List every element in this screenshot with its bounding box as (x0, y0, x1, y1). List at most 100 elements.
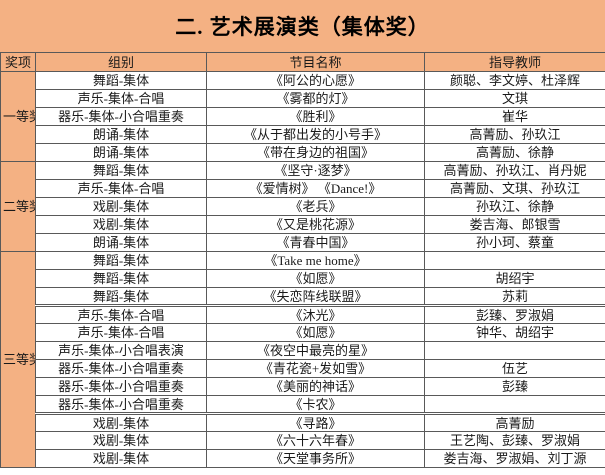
group-cell: 舞蹈-集体 (35, 251, 207, 270)
table-row: 戏剧-集体 《寻路》 高菁励 (1, 413, 605, 432)
table-row: 器乐-集体-小合唱重奏 《青花瓷+发如雪》 伍艺 (1, 359, 605, 378)
table-row: 舞蹈-集体 《如愿》 胡绍宇 (1, 269, 605, 288)
teachers-cell: 娄吉海、罗淑娟、刘丁源 (424, 449, 605, 468)
teachers-cell: 高菁励、孙玖江、肖丹妮 (424, 161, 605, 180)
program-cell: 《胜利》 (206, 107, 425, 126)
table-row: 声乐-集体-合唱 《爱情树》 《Dance!》 高菁励、文琪、孙玖江 (1, 179, 605, 198)
program-cell: 《天堂事务所》 (206, 449, 425, 468)
program-cell: 《带在身边的祖国》 (206, 143, 425, 162)
award-cell-second-prize: 二等奖 (0, 161, 36, 252)
program-cell: 《爱情树》 《Dance!》 (206, 179, 425, 198)
group-cell: 声乐-集体-合唱 (35, 323, 207, 342)
table-row: 戏剧-集体 《又是桃花源》 娄吉海、郎银雪 (1, 215, 605, 234)
group-cell: 声乐-集体-小合唱表演 (35, 341, 207, 360)
group-cell: 声乐-集体-合唱 (35, 179, 207, 198)
program-cell: 《失恋阵线联盟》 (206, 287, 425, 307)
table-row: 戏剧-集体 《六十六年春》 王艺陶、彭臻、罗淑娟 (1, 431, 605, 450)
program-cell: 《雾都的灯》 (206, 89, 425, 108)
table-row: 器乐-集体-小合唱重奏 《美丽的神话》 彭臻 (1, 377, 605, 396)
awards-table: 奖项 组别 节目名称 指导教师 一等奖 舞蹈-集体 《阿公的心愿》 颜聪、李文婷… (0, 52, 605, 468)
table-row: 声乐-集体-合唱 《雾都的灯》 文琪 (1, 89, 605, 108)
table-row: 朗诵-集体 《从于都出发的小号手》 高菁励、孙玖江 (1, 125, 605, 144)
teachers-cell: 钟华、胡绍宇 (424, 323, 605, 342)
teachers-cell: 颜聪、李文婷、杜泽辉 (424, 71, 605, 90)
teachers-cell: 高菁励、徐静 (424, 143, 605, 162)
teachers-cell: 孙玖江、徐静 (424, 197, 605, 216)
column-header-group: 组别 (35, 52, 207, 72)
award-cell-third-prize: 三等奖 (0, 251, 36, 468)
table-row: 声乐-集体-小合唱表演 《夜空中最亮的星》 (1, 341, 605, 360)
table-row: 器乐-集体-小合唱重奏 《胜利》 崔华 (1, 107, 605, 126)
teachers-cell: 彭臻、罗淑娟 (424, 305, 605, 324)
group-cell: 舞蹈-集体 (35, 269, 207, 288)
teachers-cell: 苏莉 (424, 287, 605, 307)
program-cell: 《如愿》 (206, 323, 425, 342)
teachers-cell (424, 395, 605, 415)
table-row: 戏剧-集体 《老兵》 孙玖江、徐静 (1, 197, 605, 216)
program-cell: 《卡农》 (206, 395, 425, 415)
table-row: 舞蹈-集体 《失恋阵线联盟》 苏莉 (1, 287, 605, 307)
group-cell: 声乐-集体-合唱 (35, 305, 207, 324)
program-cell: 《夜空中最亮的星》 (206, 341, 425, 360)
teachers-cell: 彭臻 (424, 377, 605, 396)
program-cell: 《阿公的心愿》 (206, 71, 425, 90)
table-row: 朗诵-集体 《带在身边的祖国》 高菁励、徐静 (1, 143, 605, 162)
program-cell: 《寻路》 (206, 413, 425, 432)
group-cell: 戏剧-集体 (35, 215, 207, 234)
table-row: 三等奖 舞蹈-集体 《Take me home》 (0, 251, 605, 468)
column-header-teachers: 指导教师 (424, 52, 605, 72)
group-cell: 器乐-集体-小合唱重奏 (35, 377, 207, 396)
table-row: 戏剧-集体 《天堂事务所》 娄吉海、罗淑娟、刘丁源 (1, 449, 605, 468)
header-row: 奖项 组别 节目名称 指导教师 (0, 52, 605, 72)
teachers-cell: 高菁励 (424, 413, 605, 432)
program-cell: 《沐光》 (206, 305, 425, 324)
award-cell-first-prize: 一等奖 (0, 71, 36, 162)
group-cell: 舞蹈-集体 (35, 71, 207, 90)
table-row: 二等奖 舞蹈-集体 《坚守·逐梦》 高菁励、孙玖江、肖丹妮 (0, 161, 605, 252)
program-cell: 《Take me home》 (206, 251, 425, 270)
program-cell: 《六十六年春》 (206, 431, 425, 450)
program-cell: 《老兵》 (206, 197, 425, 216)
group-cell: 舞蹈-集体 (35, 161, 207, 180)
table-row: 声乐-集体-合唱 《沐光》 彭臻、罗淑娟 (1, 305, 605, 324)
program-cell: 《美丽的神话》 (206, 377, 425, 396)
teachers-cell: 伍艺 (424, 359, 605, 378)
teachers-cell: 高菁励、孙玖江 (424, 125, 605, 144)
group-cell: 朗诵-集体 (35, 143, 207, 162)
table-row: 朗诵-集体 《青春中国》 孙小珂、蔡童 (1, 233, 605, 252)
teachers-cell: 崔华 (424, 107, 605, 126)
teachers-cell: 孙小珂、蔡童 (424, 233, 605, 252)
teachers-cell: 胡绍宇 (424, 269, 605, 288)
teachers-cell: 文琪 (424, 89, 605, 108)
table-row: 声乐-集体-合唱 《如愿》 钟华、胡绍宇 (1, 323, 605, 342)
group-cell: 舞蹈-集体 (35, 287, 207, 307)
teachers-cell (424, 341, 605, 360)
group-cell: 戏剧-集体 (35, 449, 207, 468)
table-row: 器乐-集体-小合唱重奏 《卡农》 (1, 395, 605, 415)
program-cell: 《坚守·逐梦》 (206, 161, 425, 180)
group-cell: 朗诵-集体 (35, 233, 207, 252)
group-cell: 器乐-集体-小合唱重奏 (35, 359, 207, 378)
program-cell: 《从于都出发的小号手》 (206, 125, 425, 144)
program-cell: 《如愿》 (206, 269, 425, 288)
section-title-bar: 二. 艺术展演类（集体奖） (0, 0, 605, 52)
teachers-cell: 娄吉海、郎银雪 (424, 215, 605, 234)
column-header-award: 奖项 (0, 52, 36, 72)
program-cell: 《青春中国》 (206, 233, 425, 252)
column-header-program: 节目名称 (206, 52, 425, 72)
group-cell: 戏剧-集体 (35, 431, 207, 450)
group-cell: 朗诵-集体 (35, 125, 207, 144)
table-row: 一等奖 舞蹈-集体 《阿公的心愿》 颜聪、李文婷、杜泽辉 (0, 71, 605, 162)
teachers-cell: 王艺陶、彭臻、罗淑娟 (424, 431, 605, 450)
program-cell: 《青花瓷+发如雪》 (206, 359, 425, 378)
group-cell: 器乐-集体-小合唱重奏 (35, 107, 207, 126)
teachers-cell: 高菁励、文琪、孙玖江 (424, 179, 605, 198)
teachers-cell (424, 251, 605, 270)
program-cell: 《又是桃花源》 (206, 215, 425, 234)
group-cell: 器乐-集体-小合唱重奏 (35, 395, 207, 415)
group-cell: 戏剧-集体 (35, 197, 207, 216)
group-cell: 戏剧-集体 (35, 413, 207, 432)
group-cell: 声乐-集体-合唱 (35, 89, 207, 108)
page-title: 二. 艺术展演类（集体奖） (175, 15, 430, 39)
